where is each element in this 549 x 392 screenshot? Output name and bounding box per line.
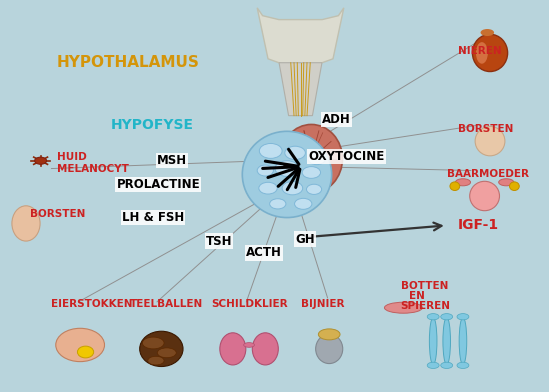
Ellipse shape — [259, 143, 282, 158]
Ellipse shape — [498, 179, 514, 186]
Ellipse shape — [244, 343, 255, 347]
Ellipse shape — [259, 182, 277, 194]
Ellipse shape — [441, 362, 453, 368]
Text: BOTTEN: BOTTEN — [401, 281, 448, 291]
Text: SPIEREN: SPIEREN — [401, 301, 451, 311]
Ellipse shape — [12, 206, 40, 241]
Ellipse shape — [308, 153, 326, 165]
Ellipse shape — [459, 318, 467, 365]
Ellipse shape — [280, 125, 343, 193]
Text: LH & FSH: LH & FSH — [122, 211, 184, 224]
Text: BORSTEN: BORSTEN — [457, 124, 513, 134]
Ellipse shape — [35, 157, 47, 164]
Text: PROLACTINE: PROLACTINE — [116, 178, 200, 191]
Ellipse shape — [455, 179, 470, 186]
Ellipse shape — [384, 302, 422, 313]
Ellipse shape — [306, 184, 322, 194]
Text: EN: EN — [409, 291, 425, 301]
Polygon shape — [279, 63, 322, 116]
Text: MSH: MSH — [157, 154, 187, 167]
Text: IGF-1: IGF-1 — [457, 218, 498, 232]
Ellipse shape — [457, 314, 469, 320]
Ellipse shape — [220, 333, 246, 365]
Ellipse shape — [476, 42, 488, 64]
Ellipse shape — [282, 181, 302, 195]
Ellipse shape — [275, 161, 299, 176]
Ellipse shape — [77, 346, 94, 358]
Ellipse shape — [270, 199, 286, 209]
Ellipse shape — [509, 182, 519, 191]
Ellipse shape — [56, 328, 104, 361]
Ellipse shape — [302, 167, 321, 178]
Ellipse shape — [441, 314, 453, 320]
Text: HUID: HUID — [57, 152, 87, 162]
Text: ADH: ADH — [322, 113, 351, 126]
Text: BAARMOEDER: BAARMOEDER — [447, 169, 529, 180]
Ellipse shape — [142, 337, 164, 349]
Text: NIEREN: NIEREN — [457, 46, 501, 56]
Ellipse shape — [285, 146, 305, 160]
Ellipse shape — [473, 34, 508, 72]
Ellipse shape — [242, 131, 332, 218]
Ellipse shape — [427, 314, 439, 320]
Text: GH: GH — [295, 232, 315, 246]
Text: SCHILDKLIER: SCHILDKLIER — [211, 299, 288, 309]
Ellipse shape — [427, 362, 439, 368]
Ellipse shape — [480, 29, 494, 36]
Text: OXYTOCINE: OXYTOCINE — [309, 150, 385, 163]
Ellipse shape — [470, 181, 500, 211]
Ellipse shape — [443, 318, 451, 365]
Ellipse shape — [457, 362, 469, 368]
Text: TEELBALLEN: TEELBALLEN — [130, 299, 203, 309]
Ellipse shape — [295, 198, 312, 209]
Ellipse shape — [253, 333, 278, 365]
Ellipse shape — [148, 356, 164, 365]
Ellipse shape — [450, 182, 460, 191]
Ellipse shape — [158, 348, 176, 358]
Text: EIERSTOKKEN: EIERSTOKKEN — [52, 299, 133, 309]
Text: TSH: TSH — [206, 234, 232, 248]
Polygon shape — [257, 8, 344, 67]
Text: ACTH: ACTH — [247, 246, 282, 260]
Text: BIJNIER: BIJNIER — [300, 299, 344, 309]
Text: MELANOCYT: MELANOCYT — [57, 163, 128, 174]
Ellipse shape — [139, 331, 183, 367]
Text: HYPOTHALAMUS: HYPOTHALAMUS — [57, 55, 200, 70]
Ellipse shape — [257, 165, 273, 176]
Ellipse shape — [318, 329, 340, 340]
Text: HYPOFYSE: HYPOFYSE — [111, 118, 194, 132]
Text: BORSTEN: BORSTEN — [30, 209, 85, 219]
Ellipse shape — [429, 318, 437, 365]
Ellipse shape — [316, 334, 343, 364]
Ellipse shape — [475, 127, 505, 156]
